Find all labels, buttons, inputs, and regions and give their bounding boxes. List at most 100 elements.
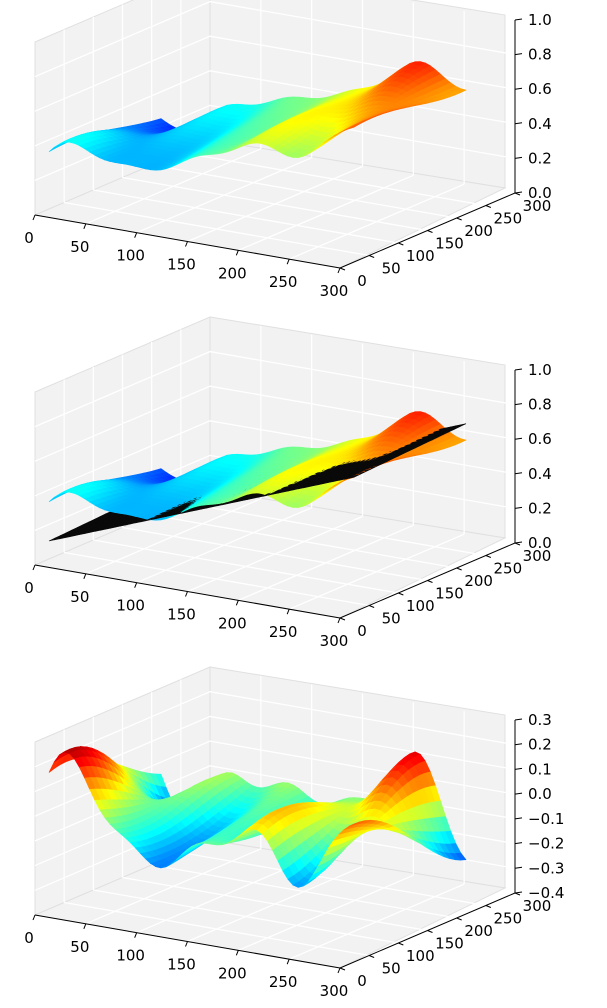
x-tick-label: 150 <box>167 606 196 624</box>
x-tick-mark <box>32 914 36 921</box>
z-tick-label: 0.0 <box>528 534 552 552</box>
x-tick-label: 100 <box>116 247 145 265</box>
z-tick-label: −0.1 <box>528 810 564 828</box>
y-tick-label: 0 <box>357 972 367 990</box>
y-tick-label: 250 <box>494 210 523 228</box>
y-tick-label: 50 <box>382 260 401 278</box>
surface-group <box>48 61 467 171</box>
y-tick-label: 100 <box>406 947 435 965</box>
chart-panel-3: 0 50 100 150 200 250 300050100150200250300−0.4… <box>24 666 564 1000</box>
y-tick-mark <box>427 580 433 583</box>
y-tick-label: 50 <box>382 610 401 628</box>
y-tick-mark <box>368 955 375 958</box>
z-tick-mark <box>514 817 523 820</box>
y-tick-label: 150 <box>435 585 464 603</box>
x-tick-label: 100 <box>116 947 145 965</box>
z-tick-label: 0.3 <box>528 711 552 729</box>
y-tick-mark <box>456 917 462 921</box>
x-tick-label: 100 <box>116 597 145 615</box>
y-tick-mark <box>339 267 346 271</box>
z-tick-label: 0.4 <box>528 115 552 133</box>
x-tick-label: 50 <box>70 588 89 606</box>
z-tick-mark <box>514 403 523 406</box>
z-grid <box>34 454 516 531</box>
chart-panel-1: 0 50 100 150 200 250 3000501001502002503000.00… <box>24 0 552 300</box>
x-tick-label: 300 <box>320 282 349 300</box>
y-tick-label: 100 <box>406 597 435 615</box>
z-grid <box>34 0 516 78</box>
z-tick-mark <box>514 87 523 90</box>
x-tick-label: 150 <box>167 956 196 974</box>
x-tick-mark <box>235 250 239 256</box>
z-tick-mark <box>514 541 523 544</box>
surface-group <box>48 746 467 888</box>
x-tick-mark <box>83 923 87 930</box>
x-tick-mark <box>337 967 341 974</box>
x-tick-mark <box>235 950 239 956</box>
y-tick-mark <box>398 592 404 596</box>
surface-facet <box>348 474 360 479</box>
y-tick-label: 300 <box>523 547 552 565</box>
y-tick-mark <box>485 555 492 558</box>
z-tick-mark <box>514 842 523 845</box>
x-tick-mark <box>32 564 36 571</box>
y-tick-label: 300 <box>523 897 552 915</box>
x-tick-label: 0 <box>24 929 34 947</box>
x-tick-label: 250 <box>269 973 298 991</box>
x-tick-mark <box>235 600 239 606</box>
x-tick-mark <box>185 941 188 947</box>
y-tick-label: 100 <box>406 247 435 265</box>
y-tick-mark <box>427 230 433 233</box>
y-tick-mark <box>398 242 404 246</box>
z-grid <box>34 691 516 768</box>
z-tick-label: 1.0 <box>528 361 552 379</box>
x-tick-mark <box>32 214 36 221</box>
z-tick-label: 0.0 <box>528 785 552 803</box>
x-tick-mark <box>286 958 290 965</box>
x-tick-label: 200 <box>218 264 247 282</box>
floor-grid-y <box>180 851 486 907</box>
x-tick-label: 200 <box>218 614 247 632</box>
surface-facet <box>348 123 360 130</box>
y-tick-label: 250 <box>494 910 523 928</box>
surface-group <box>48 411 467 542</box>
z-tick-mark <box>514 743 523 746</box>
z-tick-label: 0.1 <box>528 760 552 778</box>
floor-grid-y <box>180 151 486 207</box>
z-tick-mark <box>514 191 523 194</box>
z-tick-mark <box>514 18 523 21</box>
z-tick-label: 0.2 <box>528 499 552 517</box>
z-tick-mark <box>514 156 523 159</box>
z-tick-label: 1.0 <box>528 11 552 29</box>
z-tick-mark <box>514 368 523 371</box>
x-tick-label: 0 <box>24 579 34 597</box>
x-tick-mark <box>83 223 87 230</box>
y-tick-mark <box>456 567 462 571</box>
y-tick-mark <box>368 255 375 258</box>
x-tick-mark <box>134 582 138 588</box>
z-tick-mark <box>514 53 523 56</box>
y-tick-label: 0 <box>357 272 367 290</box>
y-tick-label: 200 <box>464 222 493 240</box>
z-tick-mark <box>514 792 523 795</box>
y-tick-label: 150 <box>435 235 464 253</box>
z-tick-mark <box>514 122 523 125</box>
y-tick-mark <box>398 942 404 946</box>
y-tick-label: 150 <box>435 935 464 953</box>
x-tick-mark <box>185 241 188 247</box>
x-tick-label: 250 <box>269 623 298 641</box>
z-tick-label: 0.8 <box>528 46 552 64</box>
z-grid <box>34 104 516 181</box>
x-tick-mark <box>286 258 290 265</box>
y-tick-mark <box>485 205 492 208</box>
z-tick-mark <box>514 718 523 721</box>
z-tick-label: 0.6 <box>528 80 552 98</box>
x-tick-mark <box>286 608 290 615</box>
z-tick-mark <box>514 767 523 770</box>
y-tick-mark <box>339 617 346 621</box>
z-tick-mark <box>514 866 523 869</box>
z-tick-label: 0.8 <box>528 396 552 414</box>
floor-grid-y <box>180 501 486 557</box>
y-tick-mark <box>456 217 462 221</box>
